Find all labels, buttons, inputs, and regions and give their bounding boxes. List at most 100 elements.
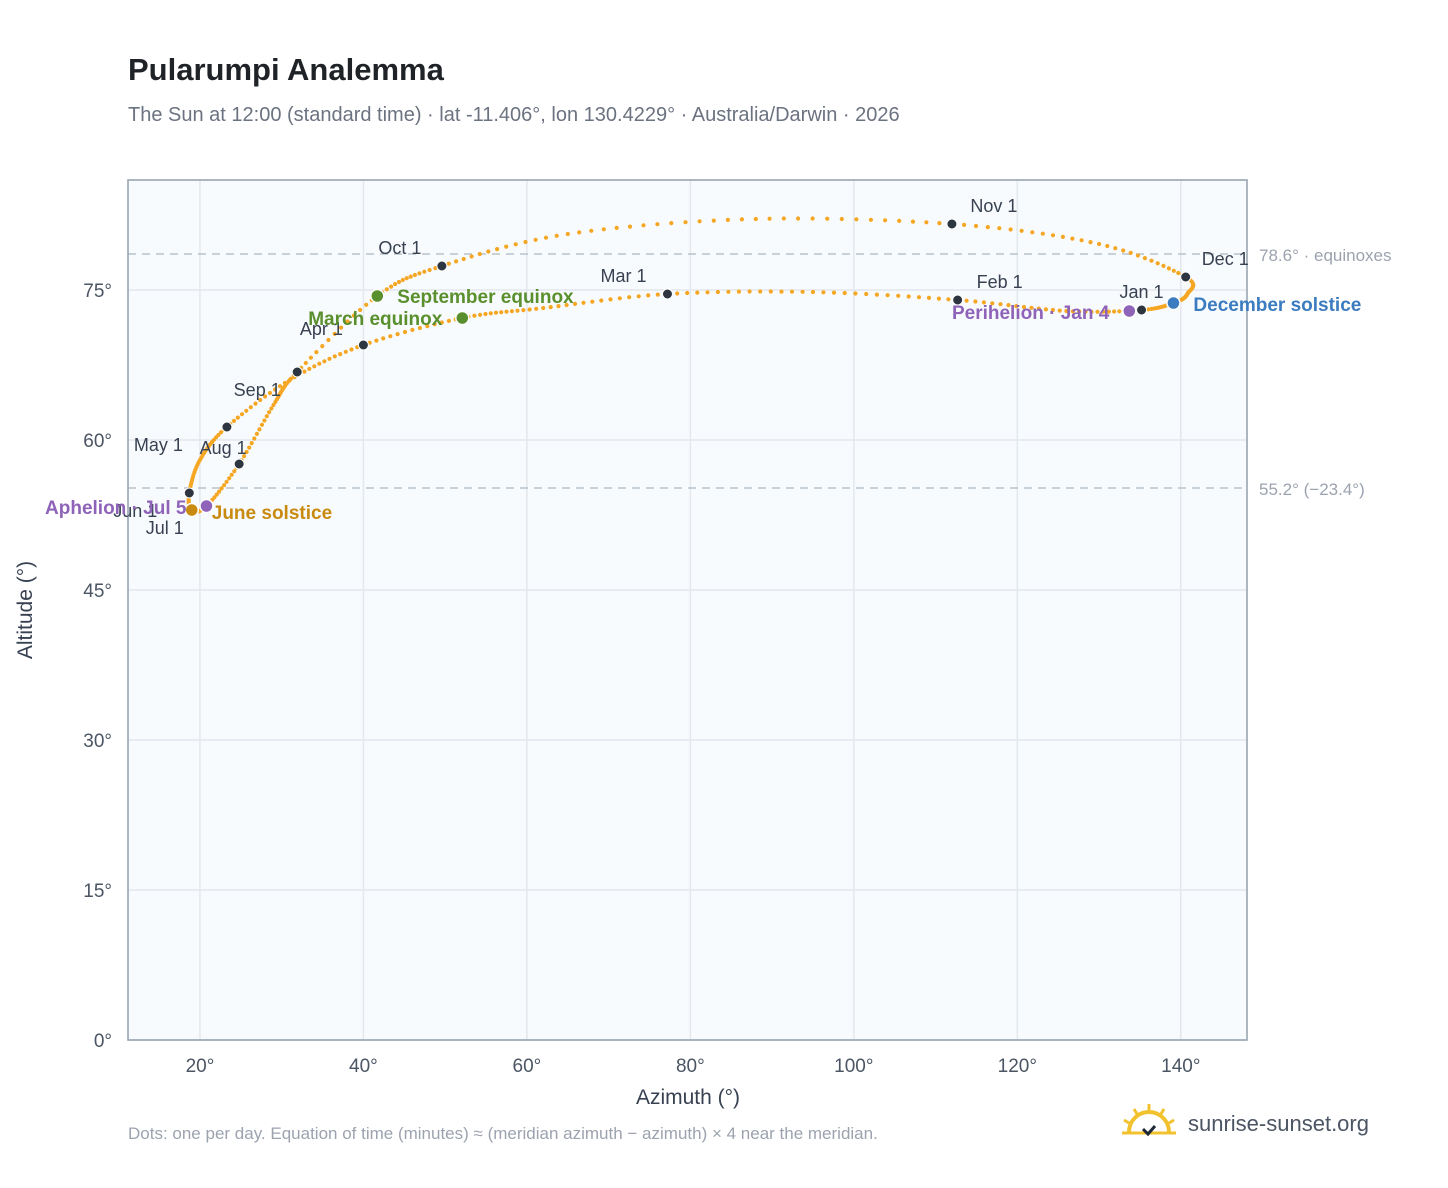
y-tick-label: 0° — [94, 1031, 112, 1052]
daily-dot — [725, 217, 731, 222]
y-tick-label: 15° — [83, 881, 112, 902]
daily-dot — [739, 217, 745, 222]
daily-dot — [515, 308, 520, 313]
daily-dot — [981, 300, 987, 305]
daily-dot — [655, 292, 660, 297]
plot-border — [127, 179, 1248, 1041]
daily-dot — [439, 320, 444, 325]
daily-dot — [384, 287, 389, 292]
daily-dot — [990, 301, 995, 306]
daily-dot — [217, 489, 222, 494]
daily-dot — [601, 227, 606, 232]
daily-dot — [326, 337, 331, 343]
daily-dot — [263, 394, 268, 399]
brand-link[interactable]: sunrise-sunset.org — [1120, 1102, 1369, 1146]
daily-dot — [1036, 306, 1041, 311]
daily-dot — [1142, 256, 1147, 261]
daily-dot — [796, 216, 801, 221]
month-marker — [183, 487, 195, 499]
daily-dot — [685, 290, 690, 296]
daily-dot — [308, 355, 313, 360]
daily-dot — [381, 336, 386, 341]
daily-dot — [534, 306, 539, 311]
daily-dot — [864, 291, 869, 297]
daily-dot — [488, 311, 493, 316]
daily-dot — [825, 216, 830, 221]
daily-dot — [408, 274, 413, 279]
daily-dot — [322, 359, 327, 364]
daily-dot — [1064, 308, 1069, 314]
daily-dot — [821, 290, 826, 295]
daily-dot — [343, 349, 348, 354]
reference-line-label: 78.6° · equinoxes — [1259, 246, 1392, 265]
daily-dot — [1040, 231, 1045, 236]
daily-dot — [577, 230, 582, 235]
daily-dot — [842, 290, 847, 296]
footnote: Dots: one per day. Equation of time (min… — [128, 1124, 878, 1143]
daily-dot — [916, 295, 922, 300]
month-marker — [661, 288, 673, 300]
daily-dot — [997, 226, 1002, 231]
special-marker — [184, 502, 200, 518]
daily-dot — [1070, 309, 1075, 314]
daily-dot — [883, 218, 888, 223]
daily-dot — [1135, 253, 1140, 258]
daily-dot — [477, 251, 482, 257]
plot-background — [128, 180, 1247, 1040]
month-marker — [357, 339, 369, 351]
daily-dot — [469, 254, 474, 259]
daily-dot — [218, 430, 224, 435]
daily-dot — [461, 256, 466, 262]
daily-dot — [747, 289, 752, 294]
daily-dot — [937, 221, 942, 226]
daily-dot — [543, 235, 549, 240]
daily-dot — [253, 401, 258, 406]
daily-dot — [1021, 304, 1027, 310]
daily-dot — [267, 390, 273, 396]
daily-dot — [581, 300, 586, 305]
y-tick-label: 30° — [83, 731, 112, 752]
daily-dot — [1079, 238, 1084, 243]
daily-dot — [1050, 233, 1056, 238]
daily-dot — [427, 267, 432, 273]
daily-dot — [831, 290, 837, 295]
month-marker — [952, 294, 964, 306]
month-label: Nov 1 — [970, 196, 1017, 216]
daily-dot — [1043, 307, 1048, 312]
daily-dot — [312, 364, 317, 369]
daily-dot — [395, 332, 400, 337]
daily-dot — [985, 225, 990, 230]
daily-dot — [973, 223, 979, 229]
month-marker — [291, 366, 303, 378]
daily-dot — [1029, 305, 1034, 310]
daily-dot — [227, 476, 232, 481]
daily-dot — [288, 376, 293, 381]
daily-dot — [472, 313, 477, 318]
daily-dot — [627, 295, 632, 300]
daily-dot — [697, 219, 702, 224]
daily-dot — [715, 289, 721, 295]
daily-dot — [669, 221, 674, 226]
daily-dot — [244, 408, 249, 413]
daily-dot — [327, 356, 332, 361]
daily-dot — [314, 350, 319, 355]
daily-dot — [695, 290, 700, 295]
x-tick-label: 80° — [676, 1056, 705, 1077]
daily-dot — [962, 222, 967, 227]
daily-dot — [926, 295, 932, 300]
daily-dot — [1030, 230, 1035, 235]
daily-dot — [1176, 270, 1181, 276]
daily-dot — [349, 347, 354, 352]
daily-dot — [1006, 303, 1011, 308]
daily-dot — [393, 282, 398, 287]
daily-dot — [1014, 304, 1019, 309]
daily-dot — [964, 298, 969, 303]
daily-dot — [513, 242, 518, 247]
daily-dot — [924, 220, 929, 225]
daily-dot — [636, 294, 641, 299]
daily-dot — [1155, 261, 1160, 266]
daily-dot — [264, 414, 269, 419]
daily-dot — [446, 318, 451, 323]
y-tick-label: 60° — [83, 431, 112, 452]
